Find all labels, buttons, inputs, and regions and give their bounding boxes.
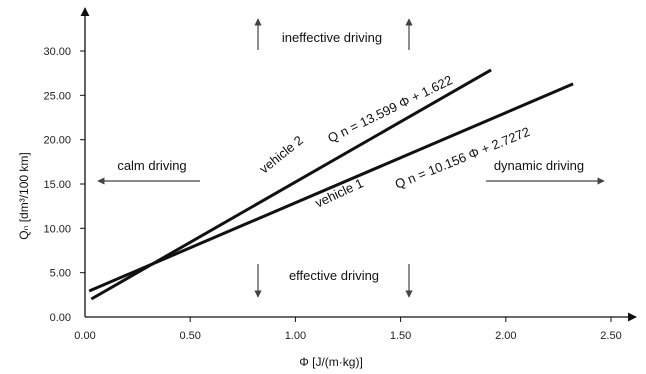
annotation-ineffective-driving: ineffective driving — [282, 30, 382, 45]
axes — [80, 7, 637, 322]
x-tick-label: 0.00 — [74, 330, 95, 342]
series-label-vehicle-1: vehicle 1 — [313, 175, 366, 210]
y-axis-title: Qₙ [dm³/100 km] — [17, 152, 31, 239]
y-tick-label: 15.00 — [43, 179, 71, 191]
x-tick-label: 1.00 — [285, 330, 306, 342]
y-ticks: 0.00 5.00 10.00 15.00 20.00 25.00 30.00 — [43, 46, 85, 324]
y-tick-label: 5.00 — [50, 268, 71, 280]
annotation-dynamic-driving: dynamic driving — [494, 158, 584, 173]
x-ticks: 0.00 0.50 1.00 1.50 2.00 2.50 — [74, 317, 622, 342]
series-lines — [88, 68, 574, 301]
x-tick-label: 2.50 — [600, 330, 621, 342]
annotation-effective-driving: effective driving — [289, 268, 379, 283]
x-tick-label: 2.00 — [495, 330, 516, 342]
y-tick-label: 10.00 — [43, 223, 71, 235]
y-tick-label: 20.00 — [43, 135, 71, 147]
y-tick-label: 25.00 — [43, 90, 71, 102]
x-tick-label: 1.50 — [390, 330, 411, 342]
annotation-calm-driving: calm driving — [117, 158, 186, 173]
x-tick-label: 0.50 — [179, 330, 200, 342]
y-tick-label: 30.00 — [43, 46, 71, 58]
x-axis-title: Φ [J/(m·kg)] — [299, 355, 363, 369]
direction-arrows — [97, 18, 605, 298]
y-tick-label: 0.00 — [50, 312, 71, 324]
series-line-vehicle-1 — [88, 82, 574, 293]
equation-vehicle-2: Q n = 13.599 Φ + 1.622 — [325, 72, 455, 145]
series-label-vehicle-2: vehicle 2 — [257, 133, 306, 177]
